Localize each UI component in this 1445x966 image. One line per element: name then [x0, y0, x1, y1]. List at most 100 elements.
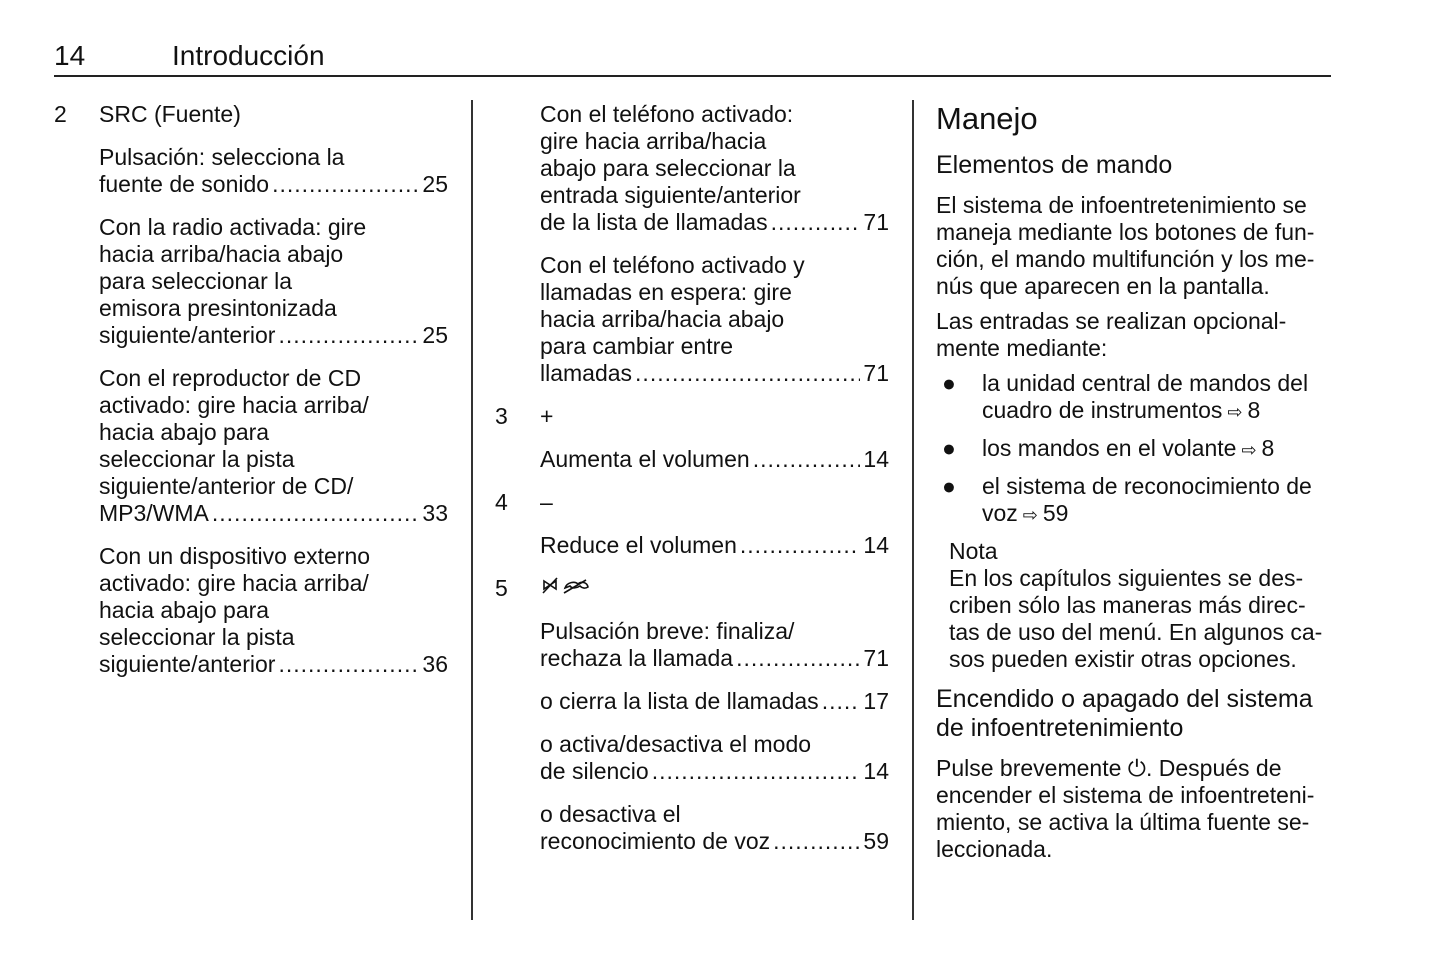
entry-line: Pulsación: selecciona la — [99, 144, 448, 171]
page-link[interactable]: 25 — [422, 322, 448, 348]
arrow-reference-icon: ⇨ — [1236, 440, 1262, 460]
entry-line: o desactiva el — [540, 801, 889, 828]
note-box-line: criben sólo las maneras más direc- — [949, 592, 1306, 618]
entry-text: seleccionar la pista — [99, 446, 295, 472]
item-symbol — [540, 575, 590, 602]
dot-leader — [272, 171, 419, 198]
subsection-heading-line: Elementos de mando — [936, 151, 1173, 179]
mute-hangup-icon — [540, 575, 590, 601]
entry-line: o activa/desactiva el modo — [540, 731, 889, 758]
page-link[interactable]: 17 — [863, 688, 889, 714]
dot-leader — [773, 828, 860, 855]
entry-text: MP3/WMA — [99, 500, 209, 526]
bullet-text: los mandos en el volante ⇨ 8 — [982, 435, 1274, 464]
bullet-line-text: la unidad central de mandos del — [982, 370, 1309, 396]
page-link[interactable]: 36 — [422, 651, 448, 677]
entry-text: hacia arriba/hacia abajo — [99, 241, 344, 267]
page-link[interactable]: 71 — [863, 645, 889, 671]
entry-text: abajo para seleccionar la — [540, 155, 796, 181]
entry-line: hacia abajo para — [99, 597, 448, 624]
page-reference[interactable]: 8 — [1261, 435, 1275, 461]
entry-line: llamadas en espera: gire — [540, 279, 889, 306]
page-link[interactable]: 71 — [863, 360, 889, 386]
note-box-line: Nota — [949, 538, 998, 564]
page-link[interactable]: 59 — [863, 828, 889, 854]
entry-line: Pulsación breve: finaliza/ — [540, 618, 889, 645]
entry-text: entrada siguiente/anterior — [540, 182, 801, 208]
item-number-row: 4– — [495, 489, 889, 516]
bullet-item: ● la unidad central de mandos del cuadro d… — [936, 370, 1331, 426]
bullet-line: voz ⇨ 59 — [982, 500, 1312, 529]
bullet-line: los mandos en el volante ⇨ 8 — [982, 435, 1274, 464]
entry-line: siguiente/anterior 25 — [99, 322, 448, 349]
dot-leader — [753, 446, 861, 473]
column-2: Con el teléfono activado: gire hacia arri… — [495, 101, 889, 871]
dot-leader — [652, 758, 861, 785]
entry-line: para seleccionar la — [99, 268, 448, 295]
dot-leader — [278, 651, 419, 678]
paragraph: Las entradas se realizan opcional-mente … — [936, 308, 1331, 362]
page-link[interactable]: 14 — [863, 532, 889, 558]
item-number-row: 3 + — [495, 403, 889, 430]
page-link[interactable]: 25 — [422, 171, 448, 197]
index-entry: Pulsación: selecciona la fuente de sonido… — [54, 144, 448, 198]
page-reference[interactable]: 8 — [1247, 397, 1261, 423]
entry-line: Con el reproductor de CD — [99, 365, 448, 392]
entry-line: llamadas 71 — [540, 360, 889, 387]
entry-text: Pulsación: selecciona la — [99, 144, 345, 170]
index-entry: o cierra la lista de llamadas 17 — [495, 688, 889, 715]
entry-text: Con el reproductor de CD — [99, 365, 362, 391]
entry-line: hacia arriba/hacia abajo — [99, 241, 448, 268]
entry-line: gire hacia arriba/hacia — [540, 128, 889, 155]
entry-line: entrada siguiente/anterior — [540, 182, 889, 209]
entry-line: emisora presintonizada — [99, 295, 448, 322]
page-reference[interactable]: 59 — [1042, 500, 1069, 526]
item-number: 3 — [495, 403, 508, 429]
index-entry: Reduce el volumen 14 — [495, 532, 889, 559]
page-number: 14 — [54, 40, 86, 71]
entry-text: Aumenta el volumen — [540, 446, 750, 472]
bullet-line-text: voz — [982, 500, 1018, 526]
index-entry: Con el teléfono activado y llamadas en es… — [495, 252, 889, 387]
paragraph-line: Pulse brevemente ⏻. Después de — [936, 755, 1282, 781]
page-link[interactable]: 71 — [863, 209, 889, 235]
index-entry: Aumenta el volumen 14 — [495, 446, 889, 473]
entry-line: hacia arriba/hacia abajo — [540, 306, 889, 333]
entry-line: Aumenta el volumen 14 — [540, 446, 889, 473]
bullet-line: el sistema de reconocimiento de — [982, 473, 1312, 500]
entry-text: hacia arriba/hacia abajo — [540, 306, 785, 332]
entry-text: hacia abajo para — [99, 419, 270, 445]
entry-text: seleccionar la pista — [99, 624, 295, 650]
entry-line: o cierra la lista de llamadas 17 — [540, 688, 889, 715]
bullet-line-text: los mandos en el volante — [982, 435, 1237, 461]
page-link[interactable]: 14 — [863, 758, 889, 784]
entry-text: gire hacia arriba/hacia — [540, 128, 767, 154]
item-symbol: + — [540, 403, 554, 429]
entry-text: llamadas — [540, 360, 633, 386]
paragraph-line: encender el sistema de infoentreteni- — [936, 782, 1315, 808]
header-rule — [54, 75, 1331, 77]
item-symbol: – — [540, 489, 553, 515]
bullet-line: cuadro de instrumentos ⇨ 8 — [982, 397, 1308, 426]
page-link[interactable]: 33 — [422, 500, 448, 526]
entry-line: de la lista de llamadas 71 — [540, 209, 889, 236]
paragraph: Pulse brevemente ⏻. Después de encender e… — [936, 755, 1331, 863]
entry-text: Con el teléfono activado y — [540, 252, 805, 278]
note-box: Nota En los capítulos siguientes se des-c… — [936, 538, 1331, 673]
entry-text: para cambiar entre — [540, 333, 734, 359]
entry-text: de silencio — [540, 758, 649, 784]
entry-line: seleccionar la pista — [99, 446, 448, 473]
note-box-line: sos pueden existir otras opciones. — [949, 646, 1297, 672]
entry-text: siguiente/anterior — [99, 651, 276, 677]
entry-text: Con el teléfono activado: — [540, 101, 794, 127]
item-number: 4 — [495, 489, 508, 515]
entry-text: rechaza la llamada — [540, 645, 734, 671]
entry-text: para seleccionar la — [99, 268, 293, 294]
entry-text: Con la radio activada: gire — [99, 214, 367, 240]
paragraph-line: mente mediante: — [936, 335, 1108, 361]
dot-leader — [736, 645, 860, 672]
index-entry: Con la radio activada: gire hacia arriba/… — [54, 214, 448, 349]
page-link[interactable]: 14 — [863, 446, 889, 472]
note-box-line: En los capítulos siguientes se des- — [949, 565, 1304, 591]
